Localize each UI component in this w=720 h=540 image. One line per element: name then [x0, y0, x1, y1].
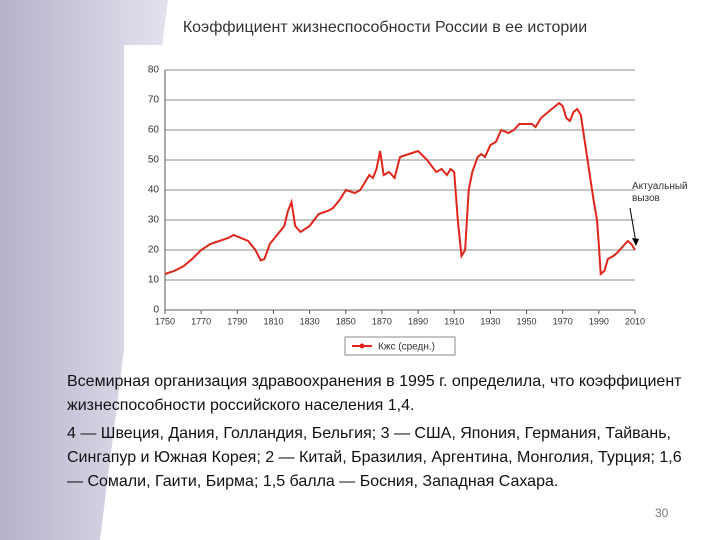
x-tick-label: 1750: [155, 316, 175, 326]
x-tick-label: 1770: [191, 316, 211, 326]
slide-title: Коэффициент жизнеспособности России в ее…: [183, 19, 587, 36]
y-tick-label: 0: [153, 305, 159, 316]
y-tick-label: 70: [148, 95, 160, 106]
x-tick-label: 1870: [372, 316, 392, 326]
data-line: [164, 101, 636, 277]
y-tick-label: 10: [148, 275, 160, 286]
chart-frame: [124, 45, 656, 361]
x-tick-label: 1810: [263, 316, 283, 326]
y-tick-label: 30: [148, 215, 160, 226]
x-tick-label: 1950: [517, 316, 537, 326]
x-tick-label: 1790: [227, 316, 247, 326]
x-tick-label: 1930: [480, 316, 500, 326]
paragraph: 4 — Швеция, Дания, Голландия, Бельгия; 3…: [67, 425, 682, 490]
annotation: Актуальный вызов: [632, 181, 688, 204]
y-tick-label: 40: [148, 185, 160, 196]
y-tick-label: 80: [148, 65, 160, 76]
legend-box: [344, 336, 456, 356]
y-tick-label: 60: [148, 125, 160, 136]
x-tick-label: 1850: [336, 316, 356, 326]
y-tick-label: 20: [148, 245, 160, 256]
x-tick-label: 1970: [553, 316, 573, 326]
y-tick-label: 50: [148, 155, 160, 166]
paragraph: Всемирная организация здравоохранения в …: [67, 373, 682, 414]
legend-swatch-dot: [359, 343, 365, 349]
annotation-arrow: [629, 207, 637, 244]
body-text: Всемирная организация здравоохранения в …: [67, 370, 692, 498]
x-tick-label: 1990: [589, 316, 609, 326]
page-number: 30: [655, 506, 669, 520]
x-tick-label: 1890: [408, 316, 428, 326]
annotation-arrowhead: [632, 238, 639, 246]
legend-label: Кжс (средн.): [378, 342, 435, 353]
x-tick-label: 1910: [444, 316, 464, 326]
x-tick-label: 1830: [300, 316, 320, 326]
x-tick-label: 2010: [625, 316, 645, 326]
